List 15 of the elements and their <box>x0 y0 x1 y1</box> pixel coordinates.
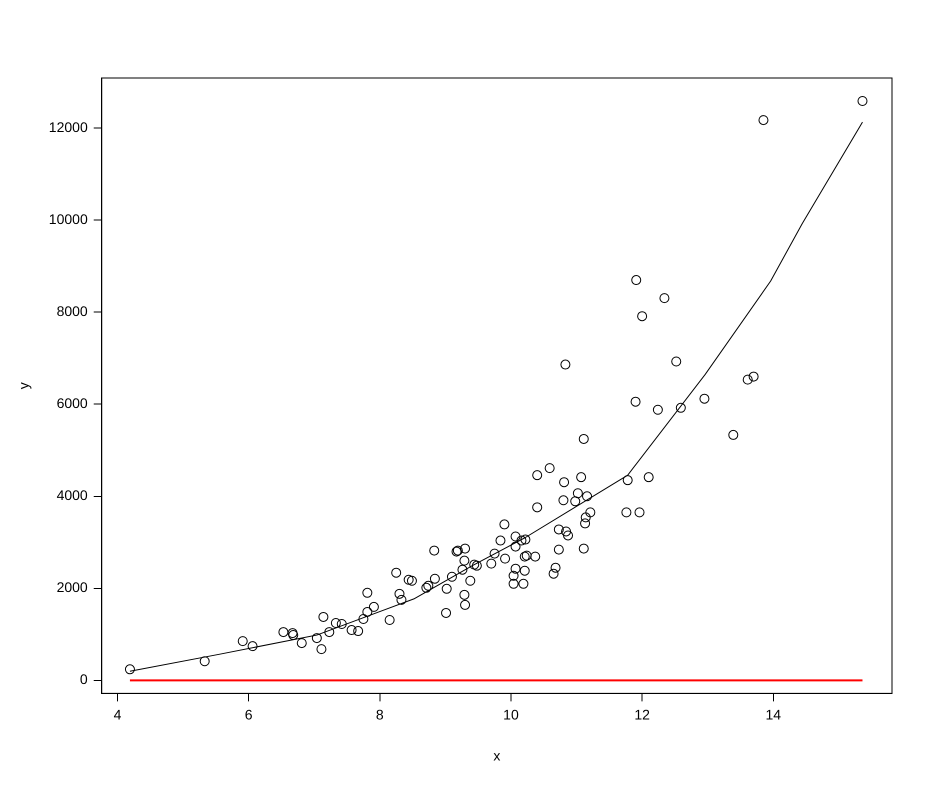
x-axis-title: x <box>493 747 500 764</box>
y-tick-label: 6000 <box>56 395 88 412</box>
x-tick-label: 14 <box>766 706 782 723</box>
x-tick-label: 6 <box>244 706 253 723</box>
y-tick-label: 4000 <box>56 487 88 504</box>
x-tick-label: 8 <box>376 706 384 723</box>
y-axis-title: y <box>15 382 32 390</box>
y-tick-label: 10000 <box>48 211 88 228</box>
y-tick-label: 12000 <box>48 119 88 136</box>
x-tick-label: 12 <box>634 706 650 723</box>
x-tick-label: 4 <box>114 706 122 723</box>
x-tick-label: 10 <box>503 706 519 723</box>
y-tick-label: 8000 <box>56 303 88 320</box>
y-tick-label: 2000 <box>56 579 88 596</box>
y-tick-label: 0 <box>80 671 88 688</box>
